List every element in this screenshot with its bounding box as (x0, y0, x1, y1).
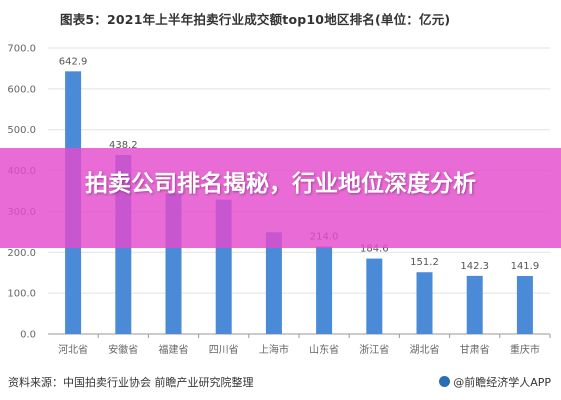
y-tick-label: 0.0 (20, 330, 36, 341)
bar (265, 232, 282, 334)
x-category-label: 山东省 (309, 343, 339, 356)
y-tick-label: 500.0 (7, 125, 36, 136)
x-category-label: 重庆市 (510, 343, 540, 356)
banner-text: 拍卖公司排名揭秘，行业地位深度分析 (85, 171, 476, 197)
y-tick-label: 600.0 (7, 84, 36, 95)
app-logo-icon (439, 376, 451, 387)
bar (466, 275, 483, 334)
x-category-label: 四川省 (209, 343, 239, 356)
bar-value-label: 142.3 (460, 261, 489, 272)
x-category-label: 福建省 (159, 343, 189, 356)
bar-value-label: 642.9 (59, 56, 88, 67)
bar-value-label: 151.2 (410, 257, 439, 268)
source-note: 资料来源：中国拍卖行业协会 前瞻产业研究院整理 (8, 376, 254, 389)
bar-value-label: 141.9 (511, 261, 540, 272)
x-category-label: 河北省 (58, 343, 88, 356)
app-credit: @前瞻经济学人APP (439, 374, 551, 390)
chart-title: 图表5：2021年上半年拍卖行业成交额top10地区排名(单位：亿元) (60, 12, 451, 27)
app-credit-label: @前瞻经济学人APP (453, 376, 551, 389)
x-category-label: 上海市 (259, 343, 289, 356)
x-category-label: 浙江省 (359, 343, 389, 356)
bar-value-label: 438.2 (109, 140, 138, 151)
headline-banner: 拍卖公司排名揭秘，行业地位深度分析 (0, 148, 561, 248)
x-axis: 河北省 安徽省 福建省 四川省 上海市 山东省 浙江省 湖北省 甘肃省 重庆市 (58, 334, 551, 356)
bar (416, 272, 433, 334)
bar (516, 276, 533, 334)
bar (316, 246, 333, 334)
x-category-label: 安徽省 (108, 343, 138, 356)
bar-value-label: 184.6 (360, 244, 389, 255)
x-category-label: 湖北省 (410, 343, 440, 356)
x-category-label: 甘肃省 (460, 343, 490, 356)
bar (366, 258, 383, 334)
y-tick-label: 100.0 (7, 289, 36, 300)
y-tick-label: 700.0 (7, 44, 36, 55)
y-tick-label: 200.0 (7, 248, 36, 259)
